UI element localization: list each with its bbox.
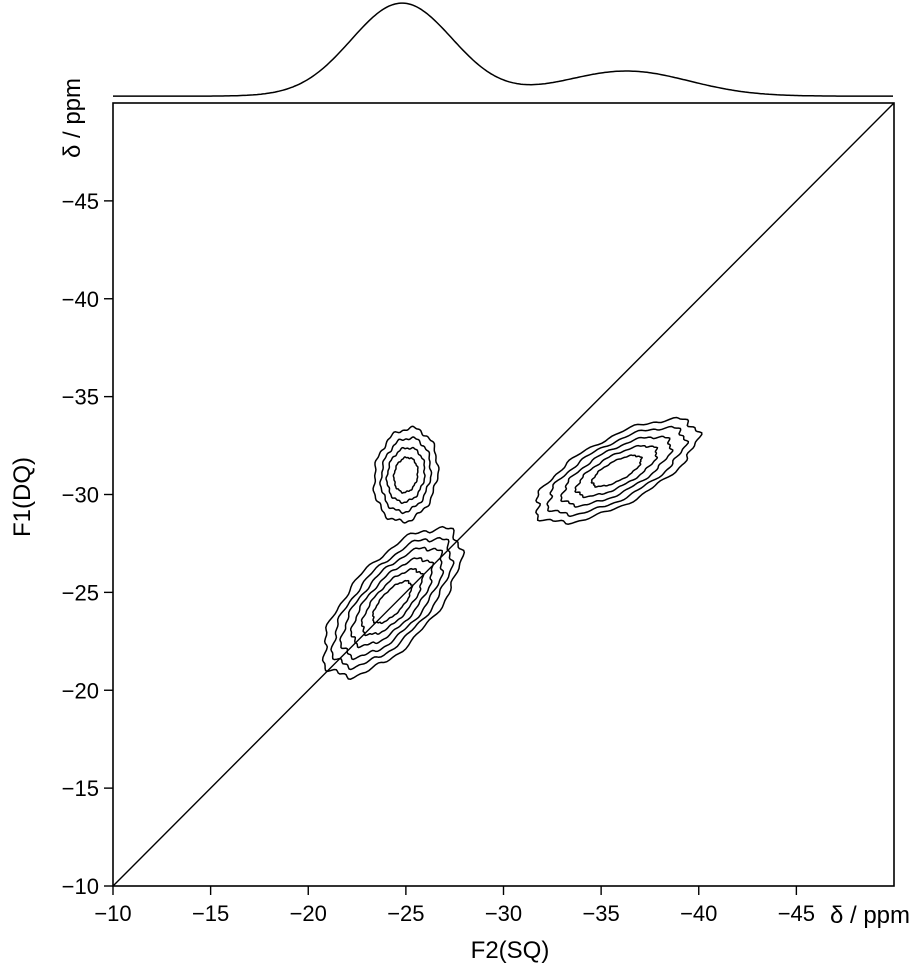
y-axis-unit: δ / ppm bbox=[59, 78, 86, 158]
x-axis-unit: δ / ppm bbox=[830, 902, 910, 929]
y-tick-label: −15 bbox=[62, 776, 99, 801]
y-tick-label: −40 bbox=[62, 287, 99, 312]
y-tick-label: −35 bbox=[62, 385, 99, 410]
y-tick-label: −20 bbox=[62, 678, 99, 703]
contour-level bbox=[535, 416, 703, 525]
contour-level bbox=[349, 557, 435, 649]
contour-level bbox=[360, 567, 425, 637]
contour-peak-group bbox=[372, 425, 440, 524]
y-tick-label: −10 bbox=[62, 874, 99, 899]
contour-level bbox=[330, 536, 455, 671]
x-tick-label: −15 bbox=[192, 901, 229, 926]
contour-level bbox=[379, 436, 433, 515]
x-tick-label: −35 bbox=[582, 901, 619, 926]
contour-level bbox=[546, 425, 690, 518]
contour-level bbox=[392, 456, 419, 494]
y-tick-label: −45 bbox=[62, 189, 99, 214]
contour-level bbox=[372, 579, 414, 625]
contour-level bbox=[590, 454, 643, 488]
x-axis-title: F2(SQ) bbox=[471, 937, 550, 964]
contour-level bbox=[574, 444, 659, 499]
diagonal-line-group bbox=[112, 102, 895, 887]
projection-trace bbox=[113, 2, 893, 97]
f2-projection bbox=[113, 2, 893, 97]
x-tick-label: −45 bbox=[778, 901, 815, 926]
y-axis-ticks: −10 −15 −20 −25 −30 −35 −40 −45 bbox=[62, 189, 113, 899]
y-axis-title: F1(DQ) bbox=[9, 457, 36, 537]
y-tick-label: −30 bbox=[62, 483, 99, 508]
x-tick-label: −40 bbox=[680, 901, 717, 926]
x-axis-ticks: −10 −15 −20 −25 −30 −35 −40 −45 bbox=[94, 886, 815, 926]
contour-level bbox=[339, 546, 445, 661]
contour-level bbox=[321, 525, 466, 680]
contour-level bbox=[560, 435, 674, 508]
x-tick-label: −25 bbox=[387, 901, 424, 926]
diagonal-line bbox=[112, 102, 895, 887]
contour-plot bbox=[321, 416, 703, 680]
contour-peak-group bbox=[321, 525, 466, 680]
x-tick-label: −30 bbox=[485, 901, 522, 926]
contour-level bbox=[372, 425, 440, 524]
y-tick-label: −25 bbox=[62, 580, 99, 605]
x-tick-label: −20 bbox=[290, 901, 327, 926]
contour-peak-group bbox=[535, 416, 703, 525]
contour-level bbox=[385, 446, 426, 505]
x-tick-label: −10 bbox=[94, 901, 131, 926]
